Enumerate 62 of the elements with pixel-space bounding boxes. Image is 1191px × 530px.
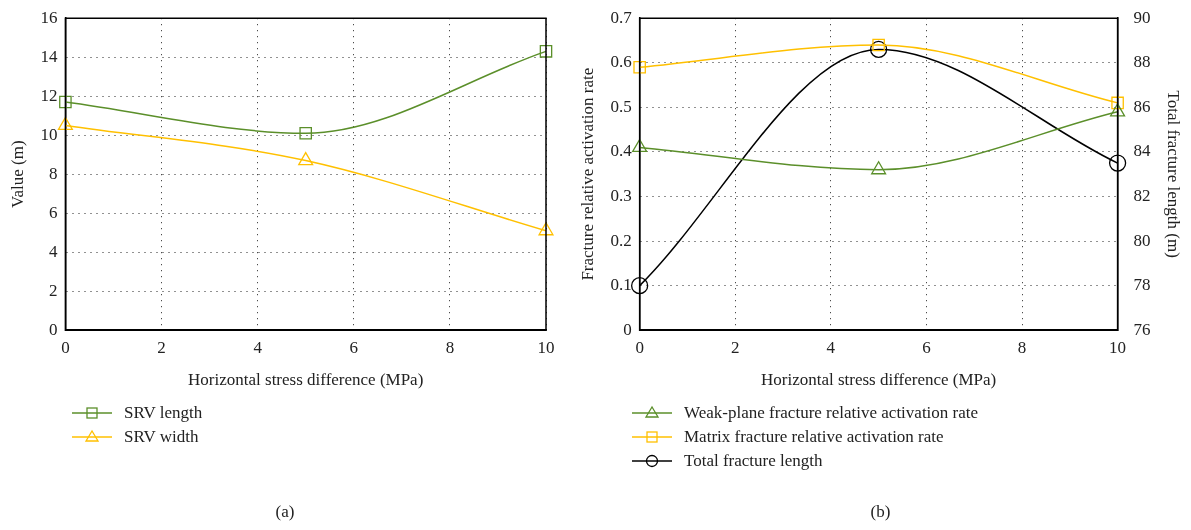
legend-label: Matrix fracture relative activation rate xyxy=(684,427,944,447)
y-tick-label: 12 xyxy=(40,85,58,105)
y2-axis-title: Total fracture length (m) xyxy=(1164,90,1184,258)
y-tick-label: 14 xyxy=(40,46,58,66)
point xyxy=(633,60,646,74)
point xyxy=(298,151,314,166)
legend-label: SRV width xyxy=(124,427,199,447)
text: (b) xyxy=(869,502,892,522)
legend-label: SRV length xyxy=(124,403,203,423)
y2-tick-label: 84 xyxy=(1133,141,1152,161)
x-tick-label: 8 xyxy=(445,337,455,357)
y-axis-title: Fracture relative activation rate xyxy=(577,67,597,281)
y2-tick-label: 82 xyxy=(1133,185,1151,205)
text: (a) xyxy=(274,502,296,522)
x-tick-label: 2 xyxy=(730,337,740,357)
x-axis-title: Horizontal stress difference (MPa) xyxy=(761,370,997,390)
y-tick-label: 16 xyxy=(40,7,58,27)
y-tick-label: 0.5 xyxy=(610,96,632,116)
x-tick-label: 4 xyxy=(253,337,263,357)
point xyxy=(871,161,887,175)
y-tick-label: 4 xyxy=(48,241,58,261)
point xyxy=(1110,103,1126,117)
legend-label: Weak-plane fracture relative activation rate xyxy=(684,403,979,423)
point xyxy=(872,38,885,52)
x-tick-label: 10 xyxy=(1109,337,1127,357)
point xyxy=(57,116,73,131)
y2-tick-label: 80 xyxy=(1133,230,1151,250)
y2-tick-label: 76 xyxy=(1133,319,1151,339)
y2-tick-label: 78 xyxy=(1133,275,1151,295)
x-axis-title: Horizontal stress difference (MPa) xyxy=(188,370,424,390)
y-tick-label: 0.6 xyxy=(610,52,632,72)
point xyxy=(1108,154,1127,172)
y-tick-label: 0.3 xyxy=(610,185,632,205)
point xyxy=(632,138,648,153)
y-tick-label: 0.4 xyxy=(610,141,633,161)
point xyxy=(538,222,554,236)
y-axis-title: Value (m) xyxy=(7,140,27,208)
point xyxy=(631,276,649,295)
y-tick-label: 0.2 xyxy=(610,230,632,250)
x-tick-label: 6 xyxy=(922,337,931,357)
point xyxy=(539,45,553,58)
x-tick-label: 8 xyxy=(1017,337,1027,357)
x-tick-label: 4 xyxy=(826,337,836,357)
y-tick-label: 0 xyxy=(48,319,58,339)
y-tick-label: 6 xyxy=(48,202,58,222)
y-tick-label: 8 xyxy=(48,163,58,183)
x-tick-label: 10 xyxy=(537,337,555,357)
legend-label: Total fracture length xyxy=(684,451,823,471)
y2-tick-label: 88 xyxy=(1133,52,1151,72)
point xyxy=(869,40,888,59)
y-tick-label: 2 xyxy=(48,280,58,300)
point xyxy=(299,126,313,140)
y-tick-label: 0.7 xyxy=(610,7,633,27)
y2-tick-label: 86 xyxy=(1133,96,1151,116)
y-tick-label: 10 xyxy=(40,124,58,144)
y-tick-label: 0.1 xyxy=(610,275,632,295)
point xyxy=(59,95,72,109)
x-tick-label: 2 xyxy=(157,337,166,357)
y-tick-label: 0 xyxy=(623,319,632,339)
point xyxy=(1111,96,1124,110)
y2-tick-label: 90 xyxy=(1133,7,1151,27)
x-tick-label: 6 xyxy=(349,337,359,357)
